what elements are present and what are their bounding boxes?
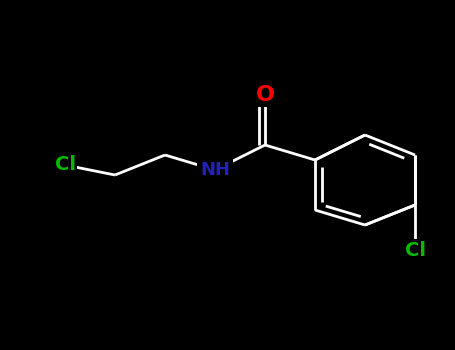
Text: Cl: Cl [55, 155, 76, 175]
Text: Cl: Cl [404, 240, 425, 259]
Text: NH: NH [200, 161, 230, 179]
Text: O: O [256, 85, 274, 105]
